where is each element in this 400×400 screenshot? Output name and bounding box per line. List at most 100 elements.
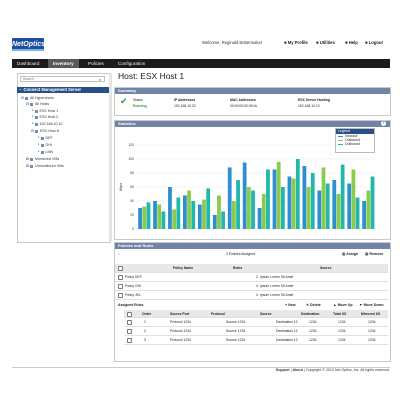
server-icon (34, 109, 38, 113)
tab-inventory[interactable]: Inventory (48, 59, 79, 68)
table-row[interactable]: Policy DEF 2 Ipsum Lorem Sit Amet (115, 273, 388, 282)
y-tick-label: 0 (132, 227, 134, 231)
row-checkbox[interactable] (118, 293, 123, 298)
esx-server-value: 192.168.10.10 (298, 104, 320, 108)
panel-splitter[interactable] (109, 73, 112, 241)
rule-source-port: Protocol 1234 (170, 320, 191, 324)
hypervisor-icon (25, 96, 29, 100)
chart-bar (236, 180, 240, 229)
rule-total-io: 1234 (338, 338, 346, 342)
tree-monitored-vms[interactable]: ⊞ Monitored VMs (26, 157, 60, 161)
chart-bar (336, 194, 341, 229)
chart-bar (291, 178, 296, 229)
col-mirrored-io[interactable]: Mirrored I/O (361, 311, 381, 316)
select-all-rules-checkbox[interactable] (127, 312, 132, 317)
row-checkbox[interactable] (118, 284, 123, 289)
server-icon (34, 115, 38, 119)
chart-bar (257, 208, 262, 229)
my-profile-link[interactable]: ■ My Profile (284, 40, 308, 45)
tree-esx-host-1[interactable]: └ ESX Host 1 (31, 109, 59, 113)
chart-bar (142, 206, 147, 229)
rule-checkbox[interactable] (127, 329, 132, 334)
row-checkbox[interactable] (118, 275, 123, 280)
rule-mirrored-io: 1234 (368, 338, 376, 342)
help-icon[interactable]: ? (381, 121, 386, 126)
policies-header: Policies and Rules (115, 243, 390, 249)
copyright-text: Copyright © 2013 Net Optics, Inc. All ri… (305, 368, 390, 372)
tree-unmonitored-vms[interactable]: ⊞ Unmonitored VMs (26, 164, 64, 168)
col-protocol[interactable]: Protocol (211, 311, 225, 316)
rule-total-io: 1234 (338, 329, 346, 333)
table-row[interactable]: 3 Protocol 1234 Source 1234 Destination … (124, 336, 388, 345)
y-tick-label: 100 (128, 157, 134, 161)
col-order[interactable]: Order (142, 311, 152, 316)
col-rules[interactable]: Rules (233, 266, 243, 270)
tree-vm-def[interactable]: └ DEF (37, 136, 53, 140)
support-link[interactable]: Support (275, 368, 290, 372)
assign-button[interactable]: ▣ Assign (342, 252, 359, 256)
table-row[interactable]: Policy JKL 4 Ipsum Lorem Sit Amet (115, 291, 388, 300)
chart-bar (317, 190, 322, 229)
remove-button[interactable]: ▣ Remove (365, 252, 384, 256)
tree-root-server[interactable]: − Connect Management Server (17, 87, 109, 93)
tree-esx-host-2[interactable]: └ ESX Host 2 (31, 115, 59, 119)
rule-protocol: Source 1234 (226, 329, 246, 333)
tree-all-hosts[interactable]: ⊟ All Hosts (26, 102, 50, 106)
logout-link[interactable]: ■ Logout (365, 40, 383, 45)
rule-mirrored-io: 1234 (368, 320, 376, 324)
legend-item-inbound: Inbound (336, 134, 374, 138)
search-close-icon[interactable]: × (99, 77, 102, 82)
utilities-link[interactable]: ■ Utilities (316, 40, 335, 45)
summary-header: Summary (115, 88, 390, 94)
move-up-button[interactable]: ▲ Move Up (333, 303, 353, 307)
policy-search-icon[interactable]: ⌕ (118, 252, 120, 256)
y-tick-label: 120 (128, 143, 134, 147)
tab-dashboard[interactable]: Dashboard (17, 61, 40, 66)
chart-bar (187, 190, 191, 229)
col-source-port[interactable]: Source Port (170, 311, 190, 316)
tree-vm-ghi[interactable]: └ GHI (37, 143, 52, 147)
logout-icon: ■ (365, 40, 369, 45)
chart-bar (332, 180, 337, 229)
chart-bar (355, 197, 360, 229)
chart-bar (197, 204, 202, 229)
plus-icon: + (285, 303, 289, 307)
col-policy-name[interactable]: Policy Name (173, 266, 194, 270)
rule-checkbox[interactable] (127, 338, 132, 343)
chart-bar (146, 202, 151, 229)
tree-vm-lmn[interactable]: └ LMN (37, 150, 54, 154)
statistics-chart: 0 20 40 60 80 100 120 Mbps (119, 143, 376, 231)
assigned-rules-title: Assigned Rules (118, 303, 144, 307)
policy-name: Policy DEF (125, 275, 142, 279)
move-down-button[interactable]: ▼ Move Down (359, 303, 384, 307)
delete-icon: ✕ (306, 303, 311, 307)
table-row[interactable]: 2 Protocol 1234 Source 1234 Destination … (124, 327, 388, 336)
search-input[interactable] (20, 76, 105, 82)
col-source[interactable]: Source (260, 311, 272, 316)
about-link[interactable]: About (292, 368, 303, 372)
new-rule-button[interactable]: + New (285, 303, 296, 307)
delete-rule-button[interactable]: ✕ Delete (306, 303, 321, 307)
table-row[interactable]: Policy GHI 4 Ipsum Lorem Sit Amet (115, 282, 388, 291)
table-row[interactable]: 1 Protocol 1234 Source 1234 Destination … (124, 318, 388, 327)
policies-table-header: Policy Name Rules Source (115, 264, 388, 273)
col-destination[interactable]: Destination (301, 311, 320, 316)
tree-esx-host-n[interactable]: ⊟ ESX Host N (31, 129, 60, 133)
select-all-checkbox[interactable] (118, 266, 123, 271)
tree-host-ip[interactable]: └ 192.168.10.10 (31, 122, 63, 126)
status-value: Running (133, 104, 147, 108)
legend-header: Legend (336, 129, 374, 134)
help-link[interactable]: ■ Help (345, 40, 358, 45)
chart-bar (325, 183, 330, 229)
policy-rules: 4 (256, 293, 258, 297)
col-total-io[interactable]: Total I/O (333, 311, 347, 316)
tab-policies[interactable]: Policies (88, 61, 104, 66)
tree-all-hypervisors[interactable]: ⊟ All Hypervisors (21, 96, 54, 100)
rule-checkbox[interactable] (127, 320, 132, 325)
chart-bar (217, 195, 221, 229)
chart-bar (302, 166, 307, 229)
netoptics-logo: NetOptics (12, 38, 45, 51)
rule-protocol: Source 1234 (226, 338, 246, 342)
tab-configuration[interactable]: Configuration (118, 61, 146, 66)
col-source[interactable]: Source (320, 266, 332, 270)
